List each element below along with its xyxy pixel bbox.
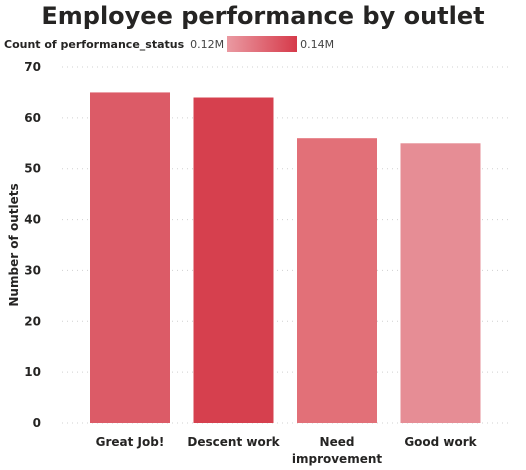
- legend-max-label: 0.14M: [300, 37, 335, 51]
- y-tick-label: 60: [24, 111, 41, 125]
- legend-gradient-ramp: [227, 36, 298, 52]
- y-axis-title: Number of outlets: [7, 183, 21, 306]
- x-category-label-line: Good work: [404, 435, 477, 449]
- bar[interactable]: [400, 143, 481, 424]
- chart-title: Employee performance by outlet: [41, 2, 485, 30]
- x-category-label: Descent work: [187, 435, 280, 449]
- legend-title: Count of performance_status: [4, 37, 185, 51]
- bar[interactable]: [297, 138, 377, 423]
- color-legend: Count of performance_status 0.12M 0.14M: [4, 35, 334, 53]
- bars: [90, 92, 481, 424]
- y-tick-label: 0: [33, 416, 41, 430]
- x-category-label-line: Descent work: [187, 435, 280, 449]
- bar[interactable]: [90, 92, 170, 423]
- x-category-label: Good work: [404, 435, 477, 449]
- x-category-label-line: Need: [320, 435, 355, 449]
- y-tick-label: 50: [24, 162, 41, 176]
- x-axis-labels: Great Job! Descent work Need improvement Goo…: [96, 435, 478, 466]
- x-category-label: Great Job!: [96, 435, 165, 449]
- y-tick-label: 70: [24, 60, 41, 74]
- y-tick-label: 10: [24, 365, 41, 379]
- legend-min-label: 0.12M: [190, 37, 225, 51]
- x-category-label-line: Great Job!: [96, 435, 165, 449]
- y-tick-label: 30: [24, 263, 41, 277]
- bar[interactable]: [193, 97, 274, 423]
- y-tick-label: 40: [24, 213, 41, 227]
- x-category-label: Need improvement: [292, 435, 383, 466]
- x-category-label-line: improvement: [292, 452, 383, 466]
- y-axis-ticks: 0 10 20 30 40 50 60 70: [24, 60, 41, 430]
- y-tick-label: 20: [24, 314, 41, 328]
